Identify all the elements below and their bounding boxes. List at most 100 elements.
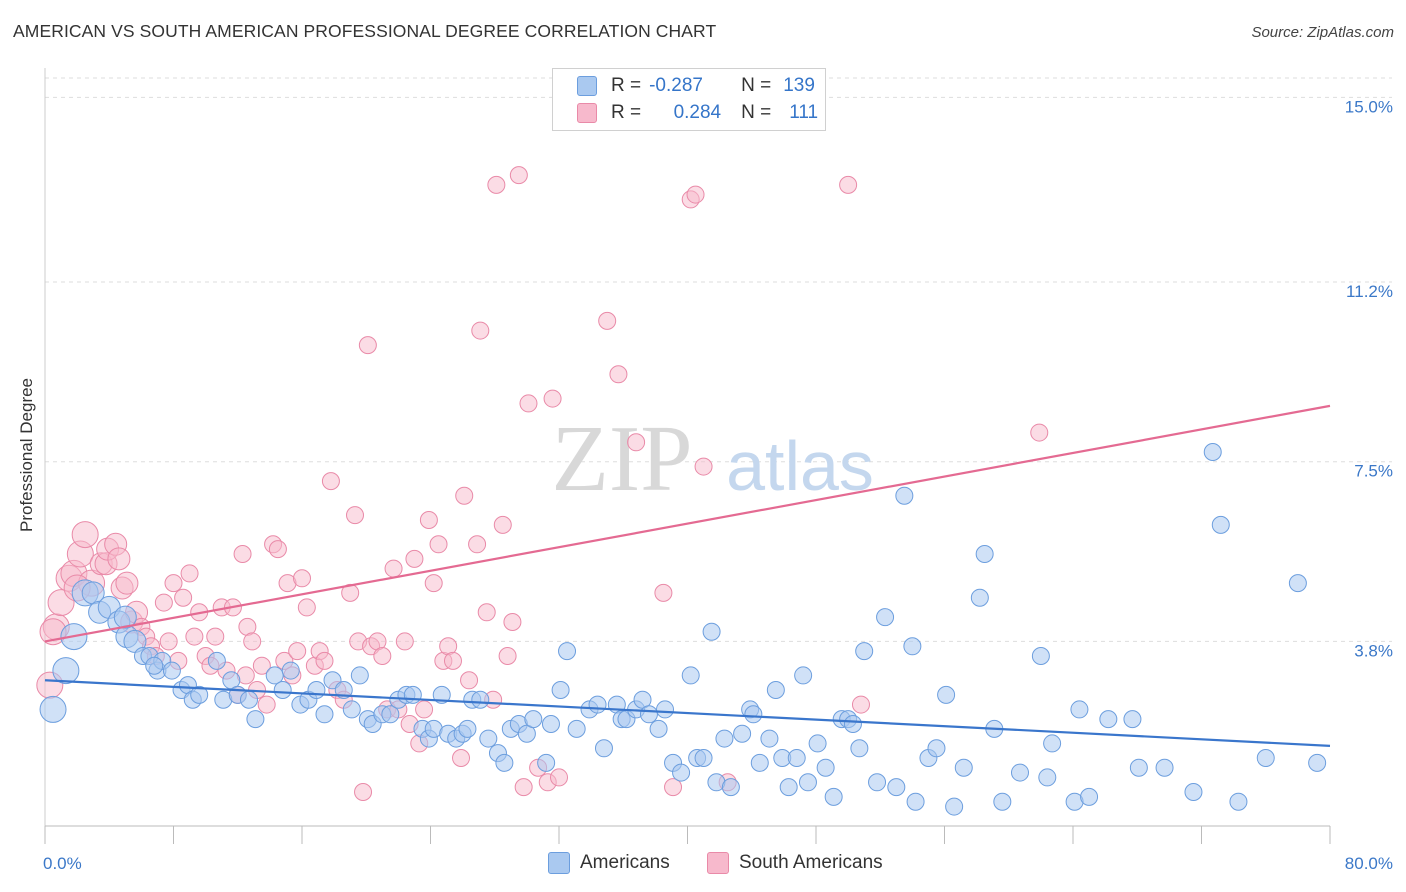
data-point-south-americans bbox=[384, 559, 403, 578]
data-point-americans bbox=[432, 685, 451, 704]
data-point-americans bbox=[541, 715, 560, 733]
legend-r-value: -0.287 bbox=[649, 75, 703, 96]
data-point-americans bbox=[479, 729, 498, 748]
data-point-americans bbox=[639, 705, 658, 724]
data-point-south-americans bbox=[627, 433, 646, 452]
legend-n-value: 111 bbox=[789, 102, 819, 123]
data-point-south-americans bbox=[354, 783, 373, 801]
trend-line-south-americans bbox=[44, 404, 1331, 643]
data-point-americans bbox=[281, 661, 300, 680]
trend-lines bbox=[44, 404, 1331, 747]
data-point-americans bbox=[145, 656, 164, 675]
data-point-americans bbox=[315, 705, 334, 724]
y-tick-label: 15.0% bbox=[1345, 97, 1393, 116]
data-point-south-americans bbox=[609, 365, 628, 384]
data-point-south-americans bbox=[288, 642, 307, 661]
data-point-americans bbox=[906, 792, 925, 811]
bottom-legend-label-americans: Americans bbox=[580, 852, 670, 873]
data-point-americans bbox=[702, 622, 721, 641]
data-point-south-americans bbox=[257, 695, 276, 714]
data-point-americans bbox=[760, 729, 779, 748]
legend-row-south-americans: R = 0.284 N = 111 bbox=[577, 101, 818, 125]
data-point-americans bbox=[1043, 734, 1062, 753]
americans-points bbox=[39, 443, 1327, 816]
data-point-americans bbox=[381, 705, 400, 724]
data-point-south-americans bbox=[293, 569, 311, 588]
data-point-south-americans bbox=[664, 778, 683, 797]
data-point-americans bbox=[207, 651, 226, 670]
data-point-americans bbox=[681, 666, 700, 685]
data-point-americans bbox=[1129, 758, 1148, 777]
data-point-americans bbox=[1203, 443, 1222, 461]
legend-swatch-pink bbox=[577, 103, 597, 123]
data-point-americans bbox=[1288, 574, 1307, 593]
data-point-americans bbox=[1229, 792, 1248, 811]
bottom-legend-swatch-pink bbox=[707, 852, 729, 874]
data-point-americans bbox=[246, 710, 265, 729]
data-point-americans bbox=[850, 739, 869, 758]
data-point-americans bbox=[239, 690, 258, 709]
data-point-south-americans bbox=[159, 632, 178, 651]
data-point-americans bbox=[1123, 710, 1142, 729]
data-point-americans bbox=[903, 637, 922, 656]
data-point-americans bbox=[162, 661, 181, 680]
data-point-americans bbox=[794, 666, 813, 685]
data-point-south-americans bbox=[185, 627, 204, 646]
watermark: ZIP atlas bbox=[552, 407, 874, 511]
data-point-south-americans bbox=[180, 564, 199, 583]
data-point-americans bbox=[350, 666, 369, 685]
data-point-south-americans bbox=[315, 651, 334, 670]
data-point-americans bbox=[1010, 763, 1029, 782]
x-tick-label: 80.0% bbox=[1345, 854, 1393, 873]
data-point-south-americans bbox=[424, 574, 443, 593]
y-tick-label: 11.2% bbox=[1346, 282, 1393, 301]
data-point-americans bbox=[694, 749, 713, 767]
data-point-americans bbox=[113, 605, 137, 629]
data-point-americans bbox=[954, 758, 973, 777]
data-point-americans bbox=[1080, 787, 1099, 806]
data-point-americans bbox=[524, 710, 543, 729]
data-point-americans bbox=[855, 642, 874, 661]
data-point-americans bbox=[993, 792, 1012, 811]
data-point-south-americans bbox=[373, 647, 392, 665]
data-point-south-americans bbox=[443, 651, 462, 670]
bottom-legend-swatch-blue bbox=[548, 852, 570, 874]
data-point-americans bbox=[975, 545, 994, 563]
data-point-americans bbox=[808, 734, 827, 753]
data-point-south-americans bbox=[543, 389, 562, 408]
data-point-south-americans bbox=[498, 647, 517, 665]
data-point-americans bbox=[715, 729, 734, 748]
legend-box: R = -0.287 N = 139 R = 0.284 N = 111 bbox=[552, 68, 826, 131]
data-point-americans bbox=[39, 695, 67, 723]
data-point-south-americans bbox=[468, 535, 487, 554]
data-point-south-americans bbox=[243, 632, 262, 651]
data-point-americans bbox=[471, 690, 490, 709]
data-point-americans bbox=[733, 724, 752, 743]
data-point-south-americans bbox=[1030, 423, 1049, 442]
data-point-americans bbox=[1038, 768, 1057, 787]
y-tick-label: 3.8% bbox=[1354, 641, 1393, 660]
data-point-south-americans bbox=[493, 515, 512, 534]
data-point-americans bbox=[1099, 710, 1118, 729]
data-point-south-americans bbox=[358, 336, 377, 355]
data-point-south-americans bbox=[477, 603, 496, 622]
south-americans-points bbox=[36, 166, 1049, 801]
data-point-americans bbox=[458, 719, 477, 738]
x-tick-label: 0.0% bbox=[43, 854, 82, 873]
legend-r-label: R = bbox=[611, 102, 642, 123]
data-point-south-americans bbox=[503, 613, 522, 631]
data-point-americans bbox=[403, 685, 422, 704]
data-point-south-americans bbox=[346, 506, 365, 525]
data-point-americans bbox=[52, 657, 80, 685]
data-point-south-americans bbox=[550, 768, 568, 787]
watermark-zip: ZIP bbox=[552, 407, 693, 511]
trend-line-americans bbox=[44, 679, 1331, 747]
data-point-americans bbox=[927, 739, 946, 758]
data-point-americans bbox=[1308, 753, 1327, 772]
data-point-americans bbox=[721, 778, 740, 797]
data-point-americans bbox=[588, 695, 607, 714]
data-point-south-americans bbox=[164, 574, 183, 593]
data-point-americans bbox=[1256, 749, 1275, 767]
data-point-americans bbox=[537, 753, 556, 772]
